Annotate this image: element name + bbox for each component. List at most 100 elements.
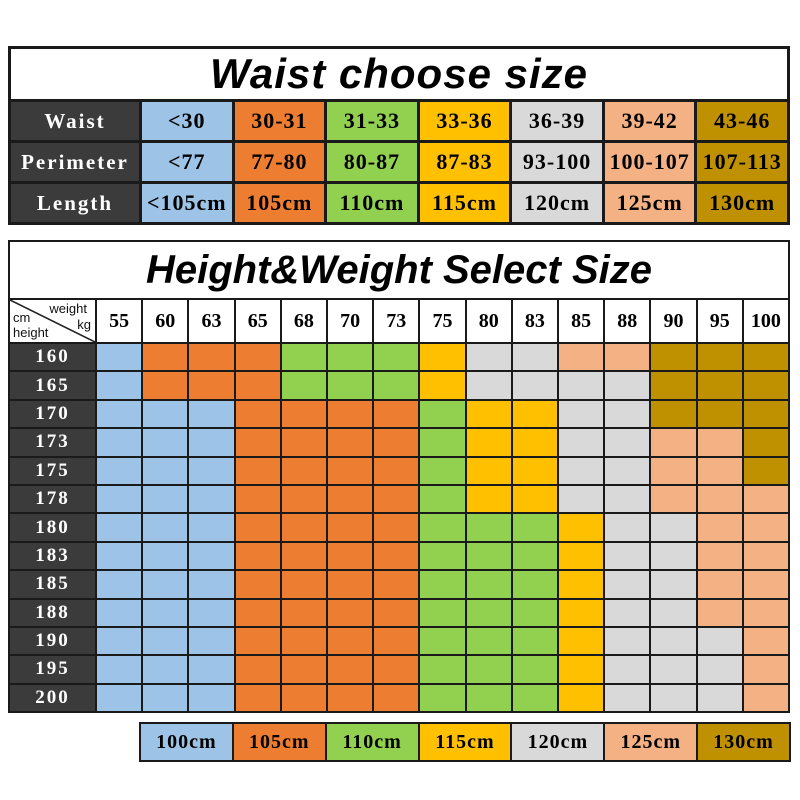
size-grid-cell [235, 599, 280, 626]
size-grid-cell [651, 485, 696, 513]
size-grid-cell [281, 542, 326, 570]
waist-cell: 39-42 [604, 102, 695, 140]
waist-cell: <77 [142, 143, 232, 181]
height-row-label: 160 [10, 344, 95, 371]
size-grid-cell [143, 571, 188, 598]
size-grid-cell [651, 429, 696, 456]
size-grid-cell [466, 429, 511, 456]
size-grid-cell [466, 344, 511, 371]
size-grid-cell [97, 571, 142, 598]
size-grid-cell [651, 400, 696, 428]
size-grid-cell [143, 656, 188, 683]
size-grid-cell [697, 627, 742, 655]
size-grid-cell [697, 344, 742, 371]
size-grid-cell [281, 485, 326, 513]
size-grid-cell [97, 656, 142, 683]
size-grid-cell [697, 599, 742, 626]
size-grid-cell [189, 485, 234, 513]
waist-cell: 93-100 [512, 143, 602, 181]
size-grid-cell [512, 400, 557, 428]
size-grid-cell [189, 400, 234, 428]
size-grid-cell [605, 514, 650, 541]
size-grid-cell [328, 457, 373, 484]
size-grid-cell [97, 372, 142, 399]
waist-cell: 33-36 [419, 102, 510, 140]
size-grid-cell [697, 656, 742, 683]
size-grid-cell [97, 485, 142, 513]
size-grid-cell [374, 684, 419, 712]
size-grid-cell [281, 457, 326, 484]
size-grid-cell [374, 514, 419, 541]
weight-header-cell: 63 [189, 300, 234, 342]
size-grid-cell [420, 400, 465, 428]
size-grid-cell [743, 485, 788, 513]
size-grid-cell [235, 457, 280, 484]
height-row-label: 188 [10, 599, 95, 626]
size-grid-cell [143, 542, 188, 570]
size-grid-cell [420, 457, 465, 484]
size-grid-cell [97, 684, 142, 712]
height-axis-label: height [13, 325, 49, 340]
height-row-label: 183 [10, 542, 95, 570]
size-grid-cell [559, 571, 604, 598]
size-grid-cell [605, 344, 650, 371]
size-grid-cell [420, 429, 465, 456]
size-grid-cell [374, 400, 419, 428]
size-grid-cell [466, 627, 511, 655]
size-grid-cell [420, 627, 465, 655]
waist-cell: <30 [142, 102, 232, 140]
size-grid-cell [743, 599, 788, 626]
size-grid-cell [281, 684, 326, 712]
size-grid-cell [697, 571, 742, 598]
legend-item: 125cm [605, 724, 697, 760]
weight-header-cell: 75 [420, 300, 465, 342]
height-row-label: 175 [10, 457, 95, 484]
size-grid-cell [374, 571, 419, 598]
size-grid-cell [559, 656, 604, 683]
size-grid-cell [328, 429, 373, 456]
waist-row-label: Perimeter [11, 143, 139, 181]
legend-item: 130cm [698, 724, 789, 760]
size-grid-cell [697, 429, 742, 456]
size-grid-cell [512, 514, 557, 541]
size-grid-cell [559, 429, 604, 456]
size-grid-cell [281, 372, 326, 399]
size-grid-cell [143, 599, 188, 626]
size-grid-cell [328, 571, 373, 598]
height-row-label: 195 [10, 656, 95, 683]
size-grid-cell [466, 514, 511, 541]
size-grid-cell [651, 542, 696, 570]
size-grid-cell [466, 684, 511, 712]
waist-row-label: Length [11, 184, 139, 222]
size-grid-cell [512, 656, 557, 683]
size-grid-cell [143, 684, 188, 712]
size-grid-cell [97, 542, 142, 570]
size-grid-cell [374, 457, 419, 484]
size-grid-cell [512, 627, 557, 655]
weight-header-cell: 55 [97, 300, 142, 342]
size-grid-cell [512, 599, 557, 626]
size-grid-cell [235, 684, 280, 712]
size-grid-cell [143, 429, 188, 456]
size-grid-cell [512, 684, 557, 712]
size-grid-cell [374, 344, 419, 371]
waist-size-table: Waist choose size Waist <30 30-31 31-33 33-3… [8, 46, 790, 225]
size-grid-cell [420, 684, 465, 712]
size-grid-cell [743, 571, 788, 598]
size-grid-cell [235, 400, 280, 428]
size-grid-cell [559, 485, 604, 513]
size-grid-cell [189, 344, 234, 371]
size-grid-cell [235, 372, 280, 399]
size-grid-cell [97, 514, 142, 541]
size-grid-cell [328, 599, 373, 626]
size-grid-cell [420, 599, 465, 626]
size-grid-cell [743, 400, 788, 428]
size-grid-cell [420, 344, 465, 371]
size-grid-cell [697, 684, 742, 712]
size-grid-cell [189, 429, 234, 456]
height-row-label: 178 [10, 485, 95, 513]
waist-table-title: Waist choose size [11, 49, 787, 99]
weight-header-cell: 80 [466, 300, 511, 342]
size-grid-cell [235, 485, 280, 513]
size-grid-cell [97, 599, 142, 626]
